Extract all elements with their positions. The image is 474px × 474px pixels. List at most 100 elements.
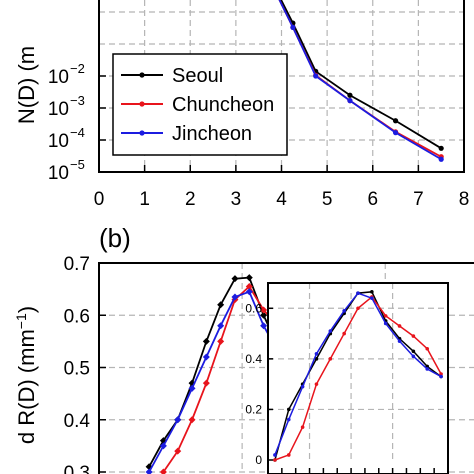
inset-data-point-chuncheon: [439, 372, 443, 376]
legend-label-chuncheon: Chuncheon: [172, 94, 274, 116]
panel-a-legend: Seoul Chuncheon Jincheon: [112, 53, 288, 156]
y-tick-exponent: −3: [70, 93, 85, 108]
data-point-chuncheon: [188, 416, 196, 424]
inset-data-point-jincheon: [370, 296, 374, 300]
y-tick-label: 10: [48, 131, 69, 152]
data-point-seoul: [392, 118, 399, 124]
inset-frame: [267, 282, 449, 474]
inset-data-point-chuncheon: [356, 306, 360, 311]
inset-data-point-jincheon: [273, 453, 277, 457]
data-point-seoul: [231, 275, 239, 283]
data-point-jincheon: [245, 288, 253, 296]
inset-data-point-seoul: [286, 407, 291, 412]
inset-data-point-seoul: [370, 290, 374, 294]
inset-data-point-jincheon: [439, 374, 443, 379]
inset-y-tick-label: 0.2: [245, 402, 262, 416]
inset-data-point-jincheon: [411, 354, 416, 359]
data-point-jincheon: [290, 24, 296, 31]
y-tick-exponent: −4: [70, 125, 85, 140]
y-tick-exponent: −5: [70, 157, 85, 172]
panel-b-ticks: 0.3 0.4 0.5 0.6 0.7: [64, 254, 106, 474]
panel-b: (b) 0.3 0.4 0.5 0.6 0.7 d R(D) (mm−1) 0 0.2 0.…: [13, 223, 474, 474]
data-point-jincheon: [159, 442, 167, 450]
x-tick-label: 6: [367, 189, 378, 210]
inset-data-point-jincheon: [397, 339, 402, 343]
inset-data-point-jincheon: [425, 367, 430, 371]
data-point-chuncheon: [159, 468, 167, 474]
x-tick-label: 5: [322, 189, 333, 210]
inset-data-point-jincheon: [286, 417, 291, 422]
data-point-chuncheon: [260, 306, 268, 314]
x-tick-label: 8: [459, 189, 470, 210]
panel-b-y-unit-exponent: −1: [13, 313, 29, 329]
x-tick-label: 0: [94, 189, 105, 210]
panel-b-label: (b): [99, 223, 131, 253]
data-point-jincheon: [347, 98, 353, 104]
inset-data-point-chuncheon: [411, 334, 416, 338]
legend-label-seoul: Seoul: [172, 65, 223, 87]
data-point-jincheon: [392, 130, 399, 136]
data-point-jincheon: [231, 293, 239, 301]
legend-marker-jincheon: [139, 130, 145, 136]
panel-b-y-axis-label: d R(D) (mm−1): [13, 306, 39, 444]
data-point-chuncheon: [202, 379, 210, 387]
inset-data-point-seoul: [314, 357, 319, 361]
data-point-chuncheon: [174, 447, 182, 455]
y-tick-label: 0.7: [64, 254, 90, 275]
data-point-seoul: [202, 337, 210, 345]
data-point-jincheon: [438, 156, 444, 162]
panel-a-series: [278, 0, 444, 162]
inset-data-point-jincheon: [314, 352, 319, 356]
inset-data-point-jincheon: [356, 291, 360, 295]
inset-data-point-jincheon: [300, 384, 305, 389]
inset-ticks: 0 0.2 0.4 0.6: [245, 301, 435, 474]
data-point-seoul: [217, 301, 225, 309]
data-point-seoul: [438, 145, 444, 151]
y-tick-label: 10: [48, 67, 69, 88]
x-tick-label: 7: [413, 189, 424, 210]
data-point-jincheon: [145, 468, 153, 474]
inset-y-tick-label: 0.6: [245, 301, 262, 315]
x-tick-label: 1: [139, 189, 150, 210]
data-point-seoul: [260, 311, 268, 319]
x-tick-label: 2: [185, 189, 196, 210]
inset-data-point-chuncheon: [328, 357, 333, 361]
legend-marker-chuncheon: [139, 101, 145, 107]
inset-y-tick-label: 0: [255, 453, 262, 467]
series-line-jincheon: [278, 0, 442, 161]
y-tick-label: 10: [48, 99, 69, 120]
data-point-jincheon: [202, 353, 210, 361]
inset-data-point-chuncheon: [286, 453, 291, 457]
series-line-seoul: [280, 0, 442, 150]
data-point-chuncheon: [217, 337, 225, 345]
legend-marker-seoul: [139, 72, 145, 78]
data-point-seoul: [245, 274, 253, 282]
inset-data-point-chuncheon: [314, 382, 319, 386]
y-tick-label: 0.6: [64, 306, 90, 327]
data-point-jincheon: [260, 322, 268, 330]
y-tick-label: 0.3: [64, 463, 90, 474]
panel-a-y-axis-label: N(D) (m: [14, 46, 39, 124]
inset-data-point-seoul: [411, 349, 416, 354]
inset-data-point-chuncheon: [397, 324, 402, 328]
inset-series: [273, 290, 443, 462]
inset-data-point-chuncheon: [342, 331, 346, 336]
inset-data-point-chuncheon: [273, 458, 277, 462]
inset-data-point-chuncheon: [383, 314, 388, 318]
inset-y-tick-label: 0.4: [245, 352, 262, 366]
panel-b-frame: [98, 262, 474, 474]
y-tick-label: 0.4: [64, 411, 91, 432]
inset-data-point-jincheon: [328, 329, 333, 333]
data-point-seoul: [347, 92, 353, 98]
y-tick-label: 10: [48, 163, 69, 184]
legend-label-jincheon: Jincheon: [172, 123, 252, 145]
x-tick-label: 4: [276, 189, 287, 210]
y-tick-label: 0.5: [64, 359, 90, 380]
y-tick-exponent: −2: [70, 61, 85, 76]
x-tick-label: 3: [231, 189, 242, 210]
data-point-chuncheon: [245, 283, 253, 291]
data-point-jincheon: [217, 322, 225, 330]
